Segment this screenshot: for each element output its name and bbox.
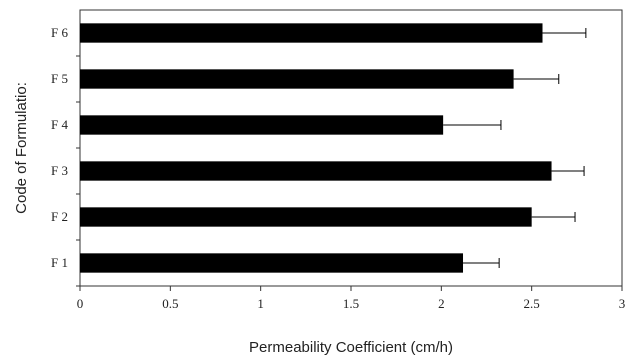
bar-f6 xyxy=(80,23,543,43)
x-tick-label: 1.5 xyxy=(343,296,359,311)
x-tick-label: 2 xyxy=(438,296,445,311)
bar-f5 xyxy=(80,69,514,89)
plot-area xyxy=(79,9,623,287)
y-tick-labels: F 1 F 2 F 3 F 4 F 5 F 6 xyxy=(51,25,80,287)
y-tick-label: F 4 xyxy=(51,117,68,132)
x-axis-title: Permeability Coefficient (cm/h) xyxy=(249,339,453,356)
y-tick-label: F 2 xyxy=(51,209,68,224)
bars-group xyxy=(80,23,552,273)
bar-f1 xyxy=(80,253,464,273)
x-tick-label: 2.5 xyxy=(524,296,540,311)
x-tick-label: 0 xyxy=(77,296,84,311)
bar-f2 xyxy=(80,207,532,227)
y-tick-label: F 1 xyxy=(51,255,68,270)
x-tick-label: 1 xyxy=(257,296,264,311)
bar-f3 xyxy=(80,161,552,181)
x-ticks: 0 0.5 1 1.5 2 2.5 3 xyxy=(77,286,626,311)
x-tick-label: 0.5 xyxy=(162,296,178,311)
x-tick-label: 3 xyxy=(619,296,626,311)
bar-f4 xyxy=(80,115,444,135)
y-tick-label: F 6 xyxy=(51,25,68,40)
y-tick-label: F 5 xyxy=(51,71,68,86)
y-tick-label: F 3 xyxy=(51,163,68,178)
error-bars-group xyxy=(443,28,587,268)
y-axis-title: Code of Formulatio: xyxy=(13,82,30,214)
